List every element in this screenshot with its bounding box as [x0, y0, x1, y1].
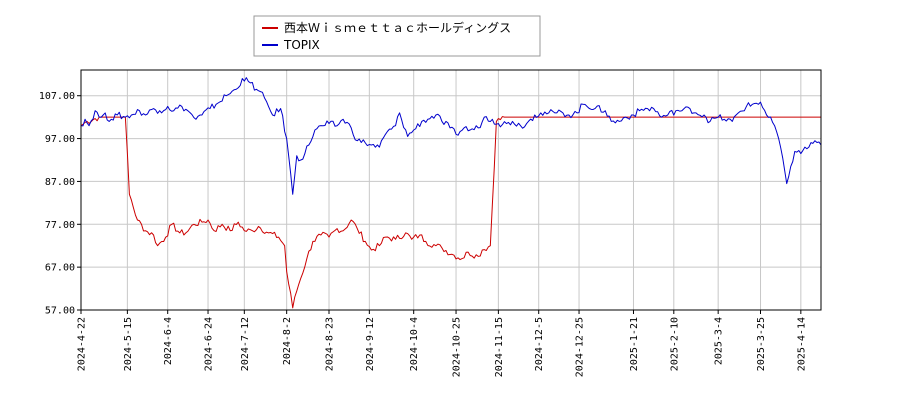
- legend: 西本Ｗｉｓｍｅｔｔａｃホールディングス TOPIX: [253, 15, 541, 57]
- legend-box: [253, 15, 541, 57]
- y-axis: 107.00 97.00 87.00 77.00 67.00 57.00: [39, 91, 81, 317]
- grid-lines: [80, 70, 821, 311]
- series-line-nishimoto: [80, 116, 821, 309]
- x-tick-label: 2024-8-23: [325, 317, 336, 371]
- y-tick-label: 107.00: [39, 91, 75, 102]
- x-tick-label: 2025-3-4: [714, 317, 725, 365]
- series-layer: [80, 77, 822, 309]
- x-tick-label: 2024-10-4: [409, 317, 420, 371]
- legend-label-nishimoto: 西本Ｗｉｓｍｅｔｔａｃホールディングス: [284, 20, 511, 35]
- x-tick-label: 2024-8-2: [282, 317, 293, 365]
- y-tick-label: 77.00: [45, 220, 75, 231]
- y-tick-label: 57.00: [45, 306, 75, 317]
- x-tick-label: 2025-1-21: [629, 317, 640, 371]
- x-tick-label: 2024-7-12: [240, 317, 251, 371]
- plot-frame: [80, 69, 822, 311]
- x-tick-label: 2024-12-5: [534, 317, 545, 371]
- legend-label-topix: TOPIX: [283, 38, 320, 52]
- x-tick-label: 2025-2-10: [669, 317, 680, 371]
- y-tick-label: 97.00: [45, 134, 75, 145]
- y-tick-label: 67.00: [45, 263, 75, 274]
- x-tick-label: 2024-5-15: [123, 317, 134, 371]
- x-tick-label: 2025-4-14: [796, 317, 807, 371]
- x-tick-label: 2024-10-25: [452, 317, 463, 377]
- x-tick-label: 2024-9-12: [365, 317, 376, 371]
- x-tick-label: 2024-4-22: [77, 317, 88, 371]
- series-line-topix: [80, 77, 822, 195]
- x-tick-label: 2024-6-24: [204, 317, 215, 371]
- x-tick-label: 2024-11-15: [494, 317, 505, 377]
- x-axis: 2024-4-22 2024-5-15 2024-6-4 2024-6-24 2024-…: [77, 310, 807, 377]
- x-tick-label: 2025-3-25: [756, 317, 767, 371]
- x-tick-label: 2024-6-4: [163, 317, 174, 365]
- y-tick-label: 87.00: [45, 177, 75, 188]
- x-tick-label: 2024-12-25: [575, 317, 586, 377]
